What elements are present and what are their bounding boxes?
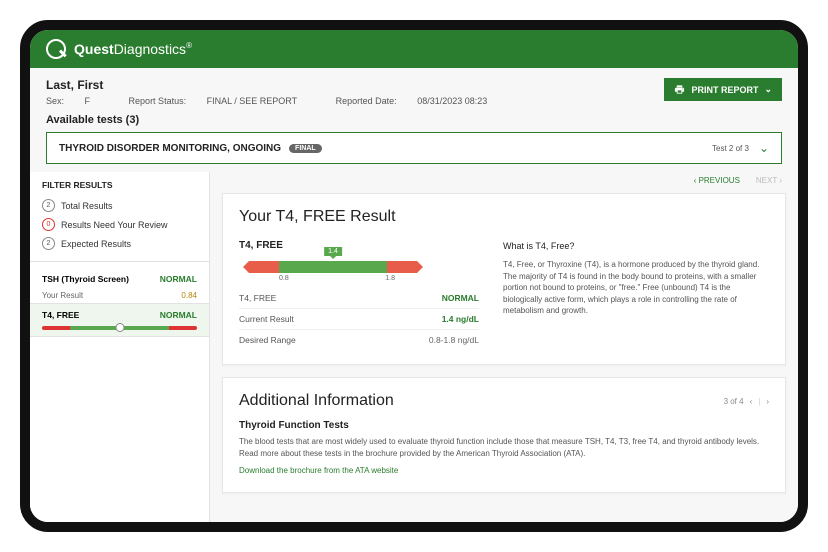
result-key: Current Result: [239, 314, 294, 324]
chevron-down-icon: ⌄: [764, 84, 772, 95]
patient-block: Last, First Sex: F Report Status: FINAL …: [46, 78, 523, 106]
sidebar-test-name: TSH (Thyroid Screen): [42, 274, 129, 284]
result-row: Desired Range 0.8-1.8 ng/dL: [239, 330, 479, 350]
result-pager: ‹ PREVIOUS NEXT ›: [222, 172, 786, 193]
filter-header: FILTER RESULTS: [30, 180, 209, 196]
main-panel: ‹ PREVIOUS NEXT › Your T4, FREE Result T…: [210, 172, 798, 522]
header-row: Last, First Sex: F Report Status: FINAL …: [30, 68, 798, 106]
test-dd-right: Test 2 of 3 ⌄: [712, 141, 769, 155]
range-ticks: 0.8 1.8: [279, 275, 395, 282]
chevron-down-icon: ⌄: [759, 141, 769, 155]
result-value: NORMAL: [442, 293, 479, 303]
addl-title: Additional Information: [239, 392, 394, 410]
test-dd-left: THYROID DISORDER MONITORING, ONGOING FIN…: [59, 143, 322, 154]
filter-count: 0: [42, 218, 55, 231]
test-position: Test 2 of 3: [712, 144, 749, 153]
filter-label: Expected Results: [61, 239, 131, 249]
selected-test-name: THYROID DISORDER MONITORING, ONGOING: [59, 143, 281, 154]
filter-count: 2: [42, 199, 55, 212]
result-left: T4, FREE 1.4: [239, 240, 479, 350]
status-badge: FINAL: [289, 144, 322, 153]
print-report-button[interactable]: PRINT REPORT ⌄: [664, 78, 782, 101]
filter-item[interactable]: 2 Expected Results: [30, 234, 209, 253]
test-selector-dropdown[interactable]: THYROID DISORDER MONITORING, ONGOING FIN…: [46, 132, 782, 164]
result-card: Your T4, FREE Result T4, FREE 1.4: [222, 193, 786, 365]
mini-range-bar: [42, 326, 197, 330]
print-label: PRINT REPORT: [691, 85, 758, 95]
result-value: 1.4 ng/dL: [442, 314, 479, 324]
addl-subtitle: Thyroid Function Tests: [239, 420, 769, 431]
result-row: Current Result 1.4 ng/dL: [239, 309, 479, 330]
result-row: T4, FREE NORMAL: [239, 288, 479, 309]
info-heading: What is T4, Free?: [503, 240, 769, 253]
print-icon: [674, 84, 685, 95]
range-visual: 1.4 0.8 1.8: [243, 261, 423, 282]
sidebar-test-tsh[interactable]: TSH (Thyroid Screen) NORMAL: [30, 270, 209, 288]
filter-item[interactable]: 0 Results Need Your Review: [30, 215, 209, 234]
addl-pager: 3 of 4 ‹ | ›: [724, 397, 769, 406]
mini-range-indicator: [115, 323, 124, 332]
addl-prev-button[interactable]: ‹: [750, 397, 753, 406]
filter-label: Results Need Your Review: [61, 220, 168, 230]
filter-item[interactable]: 2 Total Results: [30, 196, 209, 215]
additional-info-card: Additional Information 3 of 4 ‹ | › Thyr…: [222, 377, 786, 493]
result-title: Your T4, FREE Result: [239, 208, 769, 226]
filter-label: Total Results: [61, 201, 113, 211]
result-key: Desired Range: [239, 335, 296, 345]
next-button: NEXT ›: [756, 176, 782, 185]
body-row: FILTER RESULTS 2 Total Results 0 Results Ne…: [30, 172, 798, 522]
patient-meta: Sex: F Report Status: FINAL / SEE REPORT…: [46, 96, 523, 106]
result-info: What is T4, Free? T4, Free, or Thyroxine…: [503, 240, 769, 350]
sidebar-tsh-result: Your Result 0.84: [30, 288, 209, 303]
result-value: 0.8-1.8 ng/dL: [429, 335, 479, 345]
addl-next-button[interactable]: ›: [766, 397, 769, 406]
result-key: T4, FREE: [239, 293, 276, 303]
content-area: Last, First Sex: F Report Status: FINAL …: [30, 68, 798, 522]
addl-body: The blood tests that are most widely use…: [239, 436, 769, 460]
sidebar-test-name: T4, FREE: [42, 310, 79, 320]
brand-logo: QuestDiagnostics®: [46, 39, 192, 59]
sidebar-test-t4[interactable]: T4, FREE NORMAL: [30, 303, 209, 337]
patient-name: Last, First: [46, 78, 523, 92]
addl-download-link[interactable]: Download the brochure from the ATA websi…: [239, 466, 398, 475]
filter-count: 2: [42, 237, 55, 250]
info-body: T4, Free, or Thyroxine (T4), is a hormon…: [503, 259, 769, 317]
sidebar-test-status: NORMAL: [160, 274, 197, 284]
available-tests-heading: Available tests (3): [30, 106, 798, 132]
test-name-label: T4, FREE: [239, 240, 479, 251]
sidebar: FILTER RESULTS 2 Total Results 0 Results Ne…: [30, 172, 210, 522]
top-bar: QuestDiagnostics®: [30, 30, 798, 68]
current-value-badge: 1.4: [324, 247, 342, 256]
sidebar-test-status: NORMAL: [160, 310, 197, 320]
logo-icon: [46, 39, 66, 59]
screen: QuestDiagnostics® Last, First Sex: F Rep…: [30, 30, 798, 522]
brand-name: QuestDiagnostics®: [74, 41, 192, 57]
device-frame: QuestDiagnostics® Last, First Sex: F Rep…: [20, 20, 808, 532]
previous-button[interactable]: ‹ PREVIOUS: [694, 176, 740, 185]
